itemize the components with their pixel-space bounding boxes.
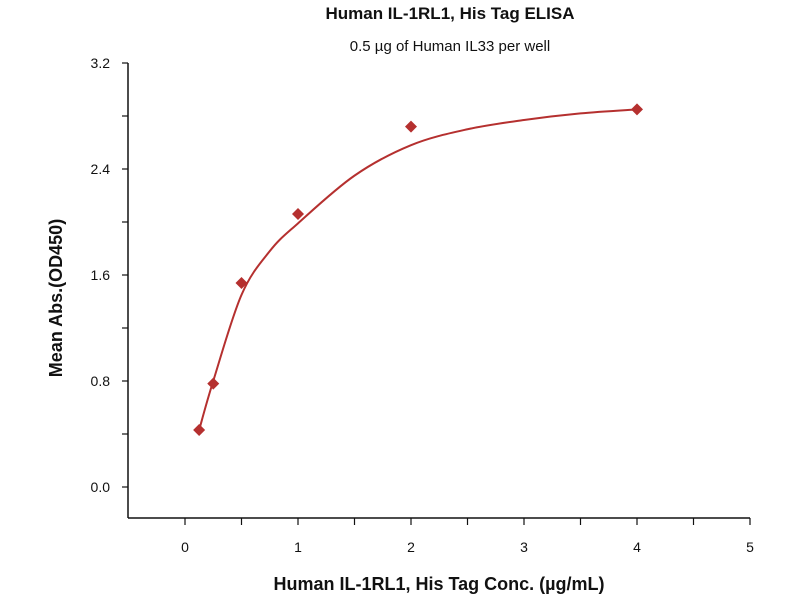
x-tick-label: 1 xyxy=(294,539,302,555)
x-tick-label: 4 xyxy=(633,539,641,555)
data-point xyxy=(207,377,220,390)
data-point xyxy=(631,103,643,116)
chart-title: Human IL-1RL1, His Tag ELISA xyxy=(325,4,574,23)
fit-curve xyxy=(198,108,638,431)
x-axis-label: Human IL-1RL1, His Tag Conc. (µg/mL) xyxy=(273,574,604,594)
axes xyxy=(122,62,751,525)
x-tick-labels: 0 1 2 3 4 5 xyxy=(181,539,754,555)
data-point xyxy=(193,424,206,437)
data-points xyxy=(193,103,643,437)
y-axis-label: Mean Abs.(OD450) xyxy=(46,219,66,377)
y-tick-label: 0.8 xyxy=(91,373,111,389)
y-tick-labels: 0.0 0.8 1.6 2.4 3.2 xyxy=(91,55,111,495)
x-tick-label: 5 xyxy=(746,539,754,555)
data-point xyxy=(405,120,417,133)
y-tick-label: 1.6 xyxy=(91,267,111,283)
y-tick-label: 3.2 xyxy=(91,55,111,71)
x-tick-label: 3 xyxy=(520,539,528,555)
x-tick-label: 2 xyxy=(407,539,415,555)
data-point xyxy=(235,276,248,289)
chart-subtitle: 0.5 µg of Human IL33 per well xyxy=(350,38,550,55)
data-point xyxy=(292,208,304,221)
x-tick-label: 0 xyxy=(181,539,189,555)
y-tick-label: 2.4 xyxy=(91,161,111,177)
y-tick-label: 0.0 xyxy=(91,479,111,495)
